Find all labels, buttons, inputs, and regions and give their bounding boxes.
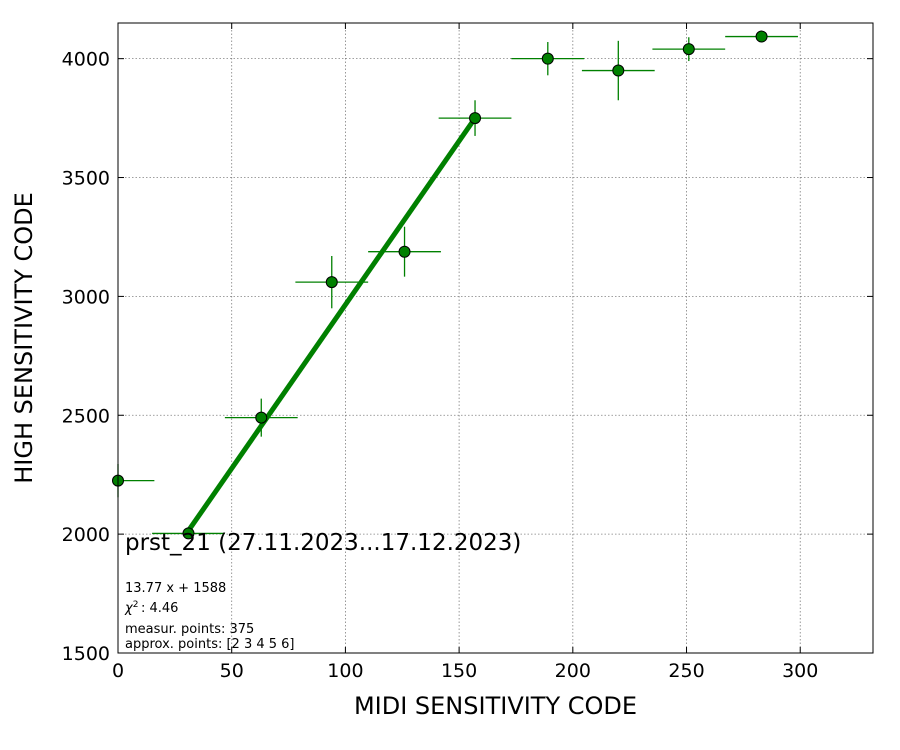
data-point (325, 276, 338, 289)
y-tick-label: 2500 (62, 405, 110, 427)
data-points (112, 30, 768, 540)
error-bars (117, 32, 798, 539)
data-point (682, 43, 695, 56)
y-tick-label: 2000 (62, 524, 110, 546)
x-tick-label: 100 (327, 660, 363, 682)
data-point (612, 64, 625, 77)
measured-points: measur. points: 375 (125, 622, 254, 637)
x-axis-label: MIDI SENSITIVITY CODE (354, 692, 637, 720)
x-tick-label: 150 (441, 660, 477, 682)
axis-ticks: 0 50 100 150 200 250 300 1500 2000 2500 3000 3500 40… (62, 23, 873, 682)
approx-points: approx. points: [2 3 4 5 6] (125, 637, 295, 652)
plot-frame (117, 22, 874, 654)
x-tick-label: 0 (112, 660, 124, 682)
fit-line (186, 116, 478, 533)
grid (117, 23, 873, 654)
data-point (755, 30, 768, 43)
x-tick-label: 250 (668, 660, 704, 682)
y-tick-label: 3500 (62, 168, 110, 190)
fit-equation: 13.77 x + 1588 (125, 581, 226, 596)
x-tick-label: 300 (782, 660, 818, 682)
data-point (541, 52, 554, 65)
x-tick-label: 50 (220, 660, 244, 682)
y-axis-label: HIGH SENSITIVITY CODE (10, 192, 38, 484)
y-tick-label: 4000 (62, 49, 110, 71)
chi-square-value: : 4.46 (141, 601, 178, 616)
chi-square-label: χ2 (124, 600, 138, 616)
data-point (255, 411, 268, 424)
y-tick-label: 1500 (62, 643, 110, 665)
chart-title: prst_21 (27.11.2023...17.12.2023) (125, 530, 521, 556)
y-tick-label: 3000 (62, 286, 110, 308)
data-point (398, 245, 411, 258)
data-point (182, 527, 195, 540)
data-point (469, 112, 482, 125)
x-tick-label: 200 (555, 660, 591, 682)
fit-annotations: 13.77 x + 1588 χ2 : 4.46 measur. points:… (124, 581, 295, 652)
